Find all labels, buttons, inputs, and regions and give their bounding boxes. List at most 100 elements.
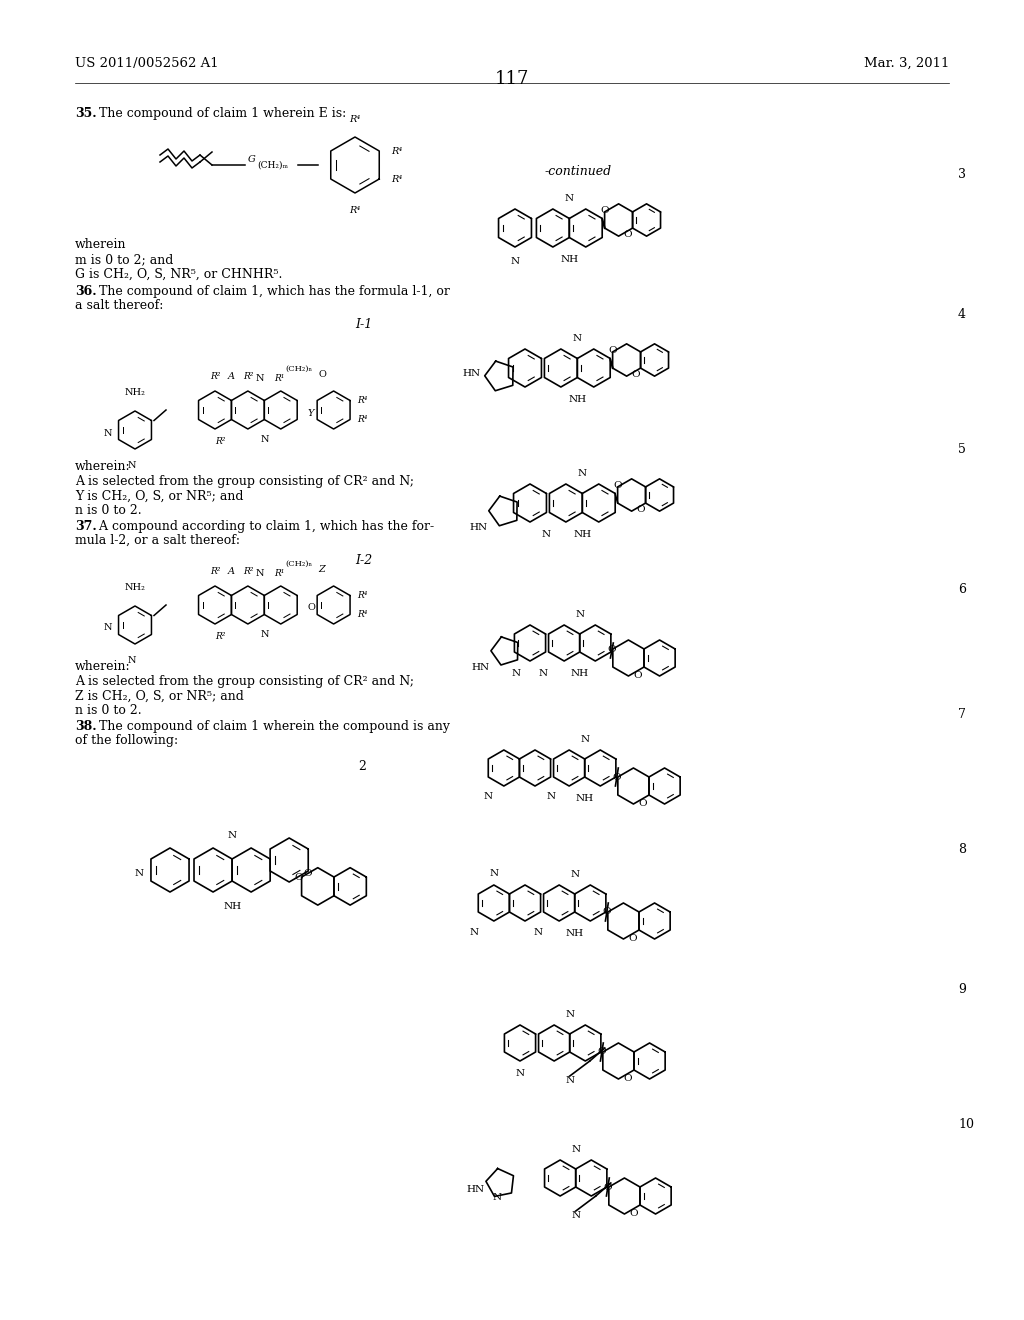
Text: R⁴: R⁴ <box>391 147 402 156</box>
Text: NH: NH <box>560 255 579 264</box>
Text: N: N <box>542 531 551 539</box>
Text: NH: NH <box>570 669 589 678</box>
Text: 6: 6 <box>958 583 966 597</box>
Text: O: O <box>624 230 633 239</box>
Text: O: O <box>633 671 642 680</box>
Text: R⁴: R⁴ <box>357 414 368 424</box>
Text: -continued: -continued <box>545 165 612 178</box>
Text: N: N <box>483 792 493 801</box>
Text: N: N <box>103 623 112 632</box>
Text: R⁴: R⁴ <box>357 591 368 601</box>
Text: N: N <box>578 469 587 478</box>
Text: N: N <box>103 429 112 437</box>
Text: HN: HN <box>471 664 489 672</box>
Text: mula l-2, or a salt thereof:: mula l-2, or a salt thereof: <box>75 535 240 546</box>
Text: N: N <box>128 656 136 665</box>
Text: NH: NH <box>573 531 592 539</box>
Text: The compound of claim 1 wherein E is:: The compound of claim 1 wherein E is: <box>95 107 346 120</box>
Text: Y: Y <box>308 408 314 417</box>
Text: m is 0 to 2; and: m is 0 to 2; and <box>75 253 173 267</box>
Text: O: O <box>632 370 640 379</box>
Text: wherein:: wherein: <box>75 660 131 673</box>
Text: a salt thereof:: a salt thereof: <box>75 300 164 312</box>
Text: R²: R² <box>243 372 253 381</box>
Text: wherein: wherein <box>75 238 127 251</box>
Text: N: N <box>571 1144 581 1154</box>
Text: O: O <box>613 480 622 490</box>
Text: 38.: 38. <box>75 719 96 733</box>
Text: NH: NH <box>575 795 594 803</box>
Text: N: N <box>256 374 264 383</box>
Text: 2: 2 <box>358 760 366 774</box>
Text: R²: R² <box>215 437 225 446</box>
Text: 9: 9 <box>958 983 966 997</box>
Text: 7: 7 <box>958 708 966 721</box>
Text: wherein:: wherein: <box>75 459 131 473</box>
Text: R⁴: R⁴ <box>391 174 402 183</box>
Text: O: O <box>604 1183 612 1192</box>
Text: R⁴: R⁴ <box>357 396 368 405</box>
Text: O: O <box>624 1073 632 1082</box>
Text: N: N <box>565 194 574 203</box>
Text: N: N <box>128 461 136 470</box>
Text: N: N <box>571 1210 581 1220</box>
Text: O: O <box>318 370 327 379</box>
Text: 36.: 36. <box>75 285 96 298</box>
Text: (CH₂)ₙ: (CH₂)ₙ <box>286 560 313 568</box>
Text: 37.: 37. <box>75 520 96 533</box>
Text: R⁴: R⁴ <box>349 206 360 215</box>
Text: A: A <box>228 372 236 381</box>
Text: n is 0 to 2.: n is 0 to 2. <box>75 704 141 717</box>
Text: N: N <box>510 257 519 267</box>
Text: (CH₂)ₘ: (CH₂)ₘ <box>257 161 288 169</box>
Text: A is selected from the group consisting of CR² and N;: A is selected from the group consisting … <box>75 675 414 688</box>
Text: HN: HN <box>462 368 480 378</box>
Text: O: O <box>629 1209 638 1217</box>
Text: N: N <box>565 1010 574 1019</box>
Text: O: O <box>303 869 311 878</box>
Text: N: N <box>256 569 264 578</box>
Text: n is 0 to 2.: n is 0 to 2. <box>75 504 141 517</box>
Text: N: N <box>534 928 543 937</box>
Text: O: O <box>295 873 303 882</box>
Text: NH: NH <box>568 395 587 404</box>
Text: NH₂: NH₂ <box>125 583 145 591</box>
Text: O: O <box>608 644 616 653</box>
Text: Mar. 3, 2011: Mar. 3, 2011 <box>863 57 949 70</box>
Text: I-2: I-2 <box>355 554 373 568</box>
Text: NH: NH <box>565 929 584 939</box>
Text: O: O <box>612 772 622 781</box>
Text: HN: HN <box>466 1185 484 1195</box>
Text: N: N <box>575 610 585 619</box>
Text: Z is CH₂, O, S, or NR⁵; and: Z is CH₂, O, S, or NR⁵; and <box>75 690 244 704</box>
Text: N: N <box>570 870 580 879</box>
Text: NH₂: NH₂ <box>125 388 145 397</box>
Text: G is CH₂, O, S, NR⁵, or CHNHR⁵.: G is CH₂, O, S, NR⁵, or CHNHR⁵. <box>75 268 283 281</box>
Text: 3: 3 <box>958 168 966 181</box>
Text: 117: 117 <box>495 70 529 88</box>
Text: 8: 8 <box>958 843 966 855</box>
Text: R¹: R¹ <box>274 569 285 578</box>
Text: R¹: R¹ <box>274 374 285 383</box>
Text: O: O <box>638 799 647 808</box>
Text: N: N <box>512 669 521 678</box>
Text: 4: 4 <box>958 308 966 321</box>
Text: N: N <box>546 792 555 801</box>
Text: 10: 10 <box>958 1118 974 1131</box>
Text: A: A <box>228 568 236 576</box>
Text: I-1: I-1 <box>355 318 373 331</box>
Text: N: N <box>493 1193 502 1203</box>
Text: N: N <box>260 630 268 639</box>
Text: O: O <box>608 346 616 355</box>
Text: R²: R² <box>243 568 253 576</box>
Text: of the following:: of the following: <box>75 734 178 747</box>
Text: R⁴: R⁴ <box>349 115 360 124</box>
Text: N: N <box>515 1069 524 1078</box>
Text: O: O <box>598 1048 606 1056</box>
Text: Z: Z <box>318 565 326 574</box>
Text: R²: R² <box>215 632 225 642</box>
Text: O: O <box>600 206 608 215</box>
Text: N: N <box>565 1076 574 1085</box>
Text: N: N <box>227 832 237 840</box>
Text: R²: R² <box>210 568 220 576</box>
